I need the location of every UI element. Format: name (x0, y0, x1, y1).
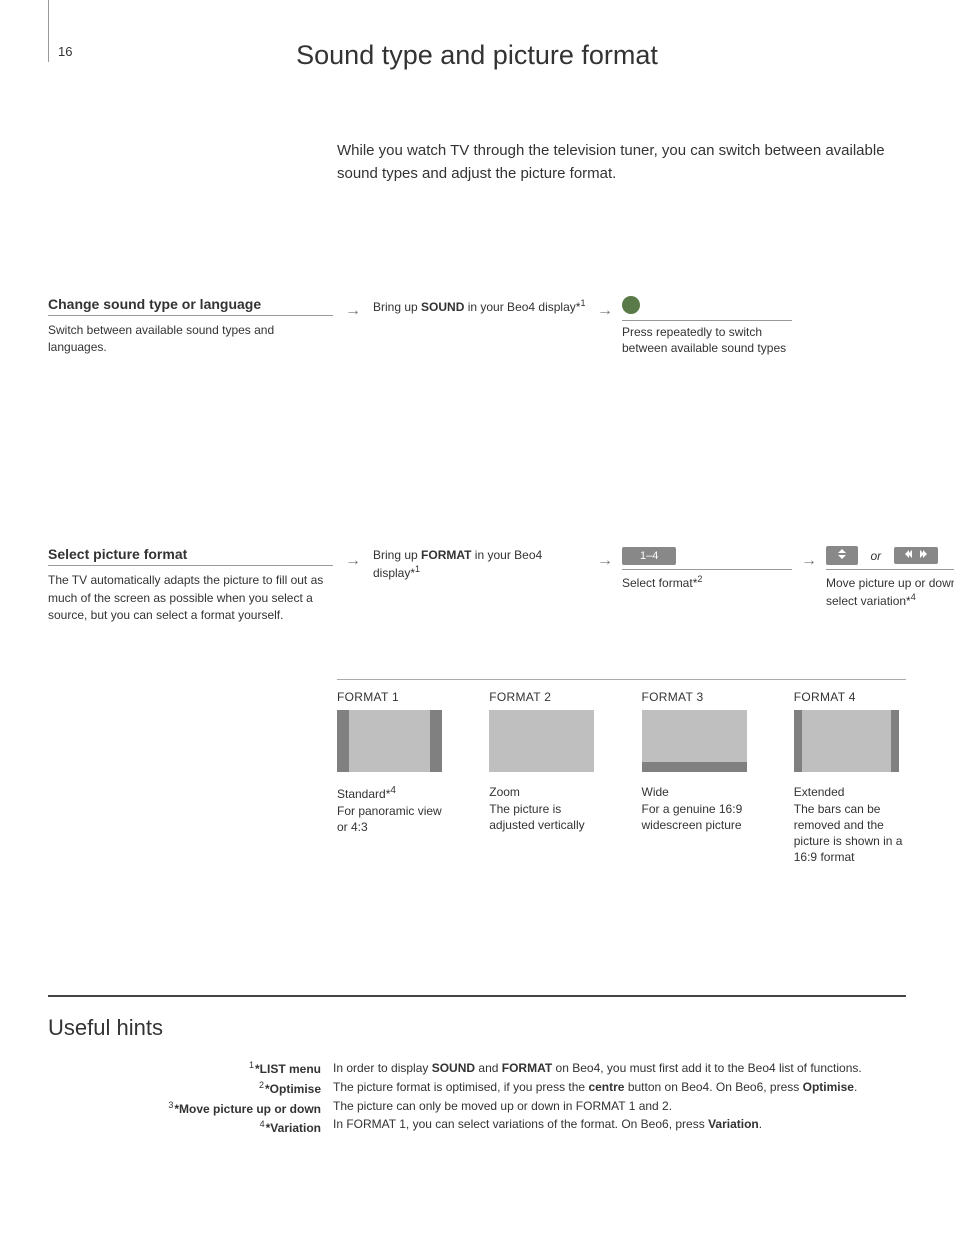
hints-labels: 1*LIST menu 2*Optimise 3*Move picture up… (48, 1059, 333, 1137)
button-dot-icon (622, 296, 640, 314)
select-format-caption: Select format*2 (622, 569, 792, 591)
arrow-right-icon: → (345, 302, 361, 320)
format-section: Select picture format The TV automatical… (48, 546, 906, 865)
format-name: ZoomThe picture is adjusted vertically (489, 784, 601, 833)
up-down-icon (826, 546, 858, 565)
format-heading: Select picture format (48, 546, 333, 566)
format-thumb-1 (337, 710, 442, 772)
format-desc: The TV automatically adapts the picture … (48, 572, 333, 624)
arrow-right-icon: → (597, 302, 613, 320)
left-right-icon (894, 547, 938, 564)
sound-section: Change sound type or language Switch bet… (48, 296, 906, 357)
format-title: FORMAT 2 (489, 690, 601, 704)
hints-rule (48, 995, 906, 997)
format-step1: Bring up FORMAT in your Beo4 display*1 (373, 546, 588, 581)
format-block: FORMAT 2 ZoomThe picture is adjusted ver… (489, 690, 601, 865)
hints-title: Useful hints (48, 1015, 906, 1041)
page-number: 16 (58, 44, 72, 59)
sound-heading: Change sound type or language (48, 296, 333, 316)
sound-press-caption: Press repeatedly to switch between avail… (622, 320, 792, 356)
format-title: FORMAT 4 (794, 690, 906, 704)
format-block: FORMAT 3 WideFor a genuine 16:9 widescre… (642, 690, 754, 865)
arrow-right-icon: → (801, 552, 817, 570)
format-thumb-2 (489, 710, 594, 772)
format-name: WideFor a genuine 16:9 widescreen pictur… (642, 784, 754, 833)
format-thumb-4 (794, 710, 899, 772)
sound-desc: Switch between available sound types and… (48, 322, 333, 357)
formats-row: FORMAT 1 Standard*4For panoramic view or… (337, 679, 906, 865)
format-title: FORMAT 3 (642, 690, 754, 704)
move-caption: Move picture up or down*3 or select vari… (826, 569, 954, 609)
intro-text: While you watch TV through the televisio… (337, 139, 897, 186)
format-title: FORMAT 1 (337, 690, 449, 704)
number-badge: 1–4 (622, 547, 676, 565)
sound-step1: Bring up SOUND in your Beo4 display*1 (373, 296, 588, 316)
format-name: ExtendedThe bars can be removed and the … (794, 784, 906, 865)
arrow-right-icon: → (345, 552, 361, 570)
format-thumb-3 (642, 710, 747, 772)
hints-table: 1*LIST menu 2*Optimise 3*Move picture up… (48, 1059, 906, 1137)
hints-text: In order to display SOUND and FORMAT on … (333, 1059, 862, 1137)
or-label: or (870, 549, 881, 563)
page-title: Sound type and picture format (48, 40, 906, 71)
format-block: FORMAT 4 ExtendedThe bars can be removed… (794, 690, 906, 865)
page-top-rule (48, 0, 49, 62)
arrow-right-icon: → (597, 552, 613, 570)
format-name: Standard*4For panoramic view or 4:3 (337, 784, 449, 835)
format-block: FORMAT 1 Standard*4For panoramic view or… (337, 690, 449, 865)
